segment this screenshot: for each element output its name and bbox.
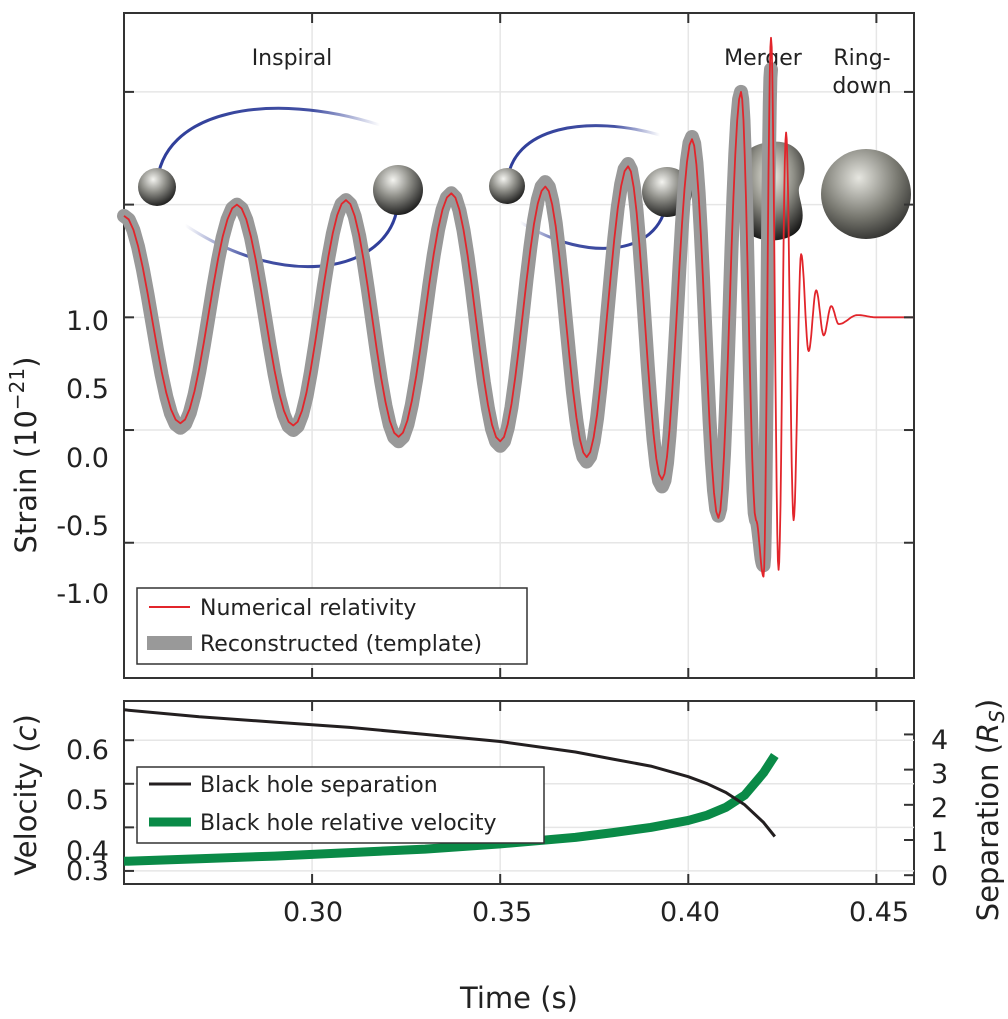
strain-y-tick-label-1: 1.0 bbox=[66, 306, 109, 337]
orbit-arc-upper-small bbox=[505, 124, 661, 186]
strain-ticks bbox=[124, 13, 914, 678]
orbit-illustration-large bbox=[138, 106, 423, 269]
legend-label-separation: Black hole separation bbox=[200, 773, 438, 798]
black-hole-3 bbox=[489, 168, 525, 204]
velocity-y-tick-label-4: 0.3 bbox=[66, 856, 109, 887]
velocity-y-title-unit: c bbox=[9, 725, 43, 741]
strain-y-tick-label-4: -0.5 bbox=[56, 511, 109, 542]
phase-label-merger: Merger bbox=[724, 46, 803, 71]
velocity-ticks bbox=[124, 701, 914, 884]
series-numerical-relativity bbox=[123, 36, 914, 578]
velocity-y-title-close: ) bbox=[9, 714, 43, 725]
velocity-y-tick-label-1: 0.6 bbox=[66, 735, 109, 766]
velocity-y-tick-label-3: 0.4 bbox=[66, 836, 109, 867]
separation-y-tick-label-4: 4 bbox=[931, 725, 948, 756]
velocity-y-tick-label-2: 0.5 bbox=[66, 785, 109, 816]
velocity-legend-box bbox=[136, 766, 545, 844]
orbit-arc-upper bbox=[155, 106, 381, 187]
x-tick-label-030: 0.30 bbox=[283, 897, 343, 928]
strain-legend-box bbox=[136, 587, 528, 665]
strain-legend: Numerical relativity Reconstructed (temp… bbox=[136, 587, 528, 665]
velocity-y-title-main: Velocity ( bbox=[9, 741, 43, 875]
phase-label-inspiral: Inspiral bbox=[252, 46, 333, 71]
velocity-panel-frame bbox=[123, 700, 915, 885]
x-axis-title: Time (s) bbox=[459, 981, 578, 1015]
strain-grid bbox=[124, 13, 914, 678]
separation-y-title-sub: S bbox=[985, 710, 1008, 723]
legend-label-numerical-relativity: Numerical relativity bbox=[200, 596, 416, 621]
separation-y-title-unit: R bbox=[971, 723, 1005, 743]
separation-y-title-main: Separation ( bbox=[971, 743, 1005, 921]
orbit-illustration-small bbox=[489, 124, 692, 250]
separation-y-tick-label-1: 1 bbox=[931, 827, 948, 858]
separation-y-title-close: ) bbox=[971, 699, 1005, 710]
strain-panel-frame bbox=[123, 12, 915, 679]
black-hole-2 bbox=[373, 165, 423, 215]
strain-y-axis-title: Strain (10−21) bbox=[5, 357, 43, 554]
phase-label-ringdown-2: down bbox=[832, 74, 891, 99]
phase-label-ringdown-1: Ring- bbox=[833, 46, 890, 71]
separation-y-tick-label-2: 2 bbox=[931, 793, 948, 824]
x-tick-label-035: 0.35 bbox=[472, 897, 532, 928]
x-tick-label-040: 0.40 bbox=[660, 897, 720, 928]
separation-y-tick-label-3: 3 bbox=[931, 759, 948, 790]
separation-y-axis-title: Separation (RS) bbox=[971, 699, 1008, 921]
strain-y-tick-label-2: 0.5 bbox=[66, 374, 109, 405]
black-hole-1 bbox=[138, 168, 176, 206]
strain-y-tick-label-5: -1.0 bbox=[56, 579, 109, 610]
strain-y-title-close: ) bbox=[9, 357, 43, 368]
x-tick-label-045: 0.45 bbox=[849, 897, 909, 928]
strain-y-title-main: Strain (10 bbox=[9, 410, 43, 553]
strain-y-tick-label-3: 0.0 bbox=[66, 443, 109, 474]
legend-label-reconstructed: Reconstructed (template) bbox=[200, 632, 482, 657]
velocity-legend: Black hole separation Black hole relativ… bbox=[136, 766, 545, 844]
legend-label-velocity: Black hole relative velocity bbox=[200, 811, 497, 836]
strain-y-title-exponent: −21 bbox=[5, 368, 29, 410]
separation-y-tick-label-0: 0 bbox=[931, 861, 948, 892]
series-black-hole-separation bbox=[123, 708, 776, 838]
ringdown-black-hole bbox=[821, 149, 911, 239]
velocity-y-axis-title: Velocity (c) bbox=[9, 714, 43, 876]
